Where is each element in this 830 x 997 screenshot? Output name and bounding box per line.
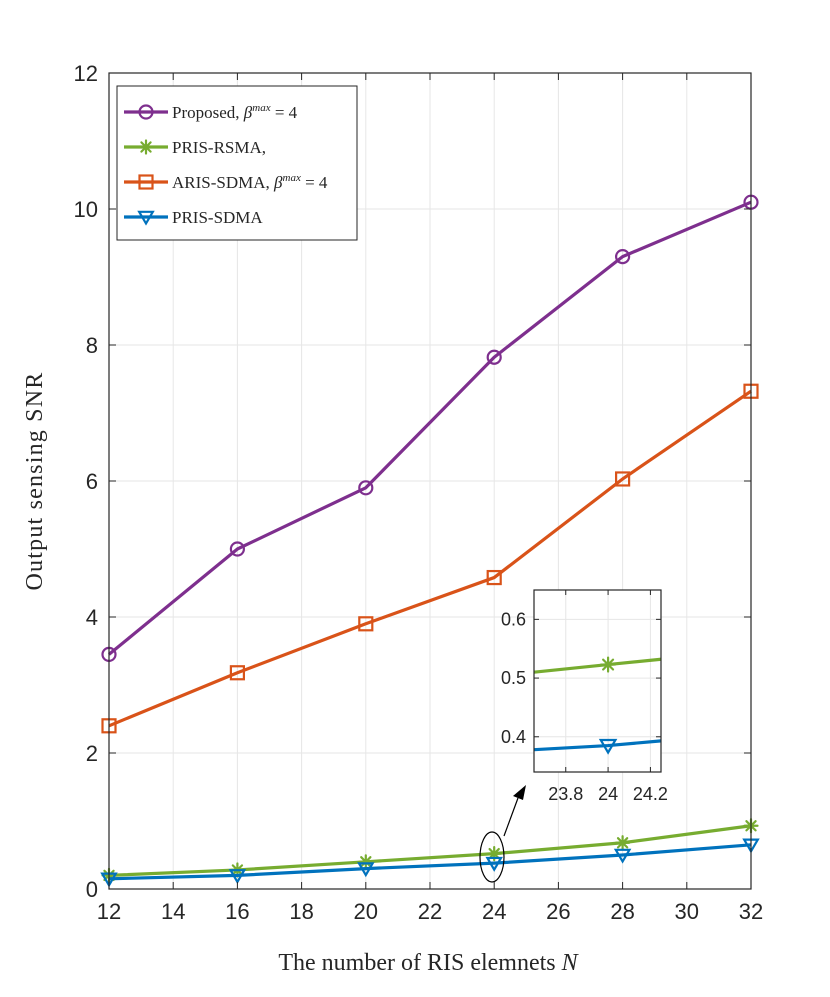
data-point: [614, 249, 631, 265]
x-tick-label: 18: [289, 899, 313, 924]
inset-grid: [534, 590, 661, 772]
y-tick-label: 6: [86, 469, 98, 494]
inset-x-tick-label: 23.8: [548, 784, 583, 804]
x-tick-label: 32: [739, 899, 763, 924]
legend-label: PRIS-RSMA,: [172, 138, 266, 157]
x-tick-label: 12: [97, 899, 121, 924]
legend-entry: ARIS-SDMA, βmax = 4: [124, 172, 328, 192]
data-point: [229, 541, 245, 557]
series-line: [108, 389, 752, 728]
x-tick-label: 22: [418, 899, 442, 924]
x-axis-label: The number of RIS elemnets N: [278, 950, 579, 976]
legend-marker: [138, 104, 154, 120]
y-tick-label: 8: [86, 333, 98, 358]
legend-entry: PRIS-RSMA,: [124, 138, 266, 157]
x-tick-label: 14: [161, 899, 185, 924]
inset-series-triangle-down: [533, 738, 662, 755]
x-tick-label: 20: [354, 899, 378, 924]
inset-frame: [533, 589, 662, 773]
inset-chart: 23.8 24 24.2 0.4 0.5 0.6: [501, 589, 668, 804]
inset-series-line: [533, 739, 662, 752]
y-tick-label: 12: [74, 61, 98, 86]
zoom-annotation: [479, 785, 526, 883]
data-point: [486, 846, 502, 862]
inset-data-point: [598, 738, 618, 755]
x-tick-label: 30: [675, 899, 699, 924]
legend-label: ARIS-SDMA, βmax = 4: [172, 172, 328, 192]
legend-entry: PRIS-SDMA: [124, 208, 263, 227]
data-point: [358, 854, 374, 870]
inset-y-tick-label: 0.5: [501, 668, 526, 688]
zoom-arrow-head: [513, 785, 526, 800]
legend-label: Proposed, βmax = 4: [172, 102, 298, 122]
data-point: [486, 349, 502, 365]
legend-marker: [137, 210, 155, 226]
inset-y-tick-label: 0.6: [501, 609, 526, 629]
legend-entry: Proposed, βmax = 4: [124, 102, 298, 122]
series-line: [107, 200, 752, 656]
series-line: [108, 843, 752, 881]
data-point: [615, 835, 631, 851]
y-axis-label: Output sensing SNR: [22, 372, 48, 591]
inset-data-point: [599, 656, 617, 673]
legend-marker: [138, 174, 154, 190]
data-point: [229, 665, 245, 681]
y-tick-label: 4: [86, 605, 98, 630]
inset-x-tick-label: 24: [598, 784, 618, 804]
legend-label: PRIS-SDMA: [172, 208, 263, 227]
inset-y-tick-label: 0.4: [501, 727, 526, 747]
y-tick-label: 10: [74, 197, 98, 222]
y-tick-label: 0: [86, 877, 98, 902]
data-point: [614, 471, 631, 487]
data-point: [358, 616, 374, 632]
data-point: [485, 856, 503, 872]
data-point: [357, 862, 375, 878]
data-point: [228, 869, 247, 885]
data-point: [613, 848, 632, 864]
data-point: [358, 480, 374, 496]
zoom-region-ellipse: [479, 831, 505, 883]
x-tick-label: 26: [546, 899, 570, 924]
x-tick-label: 28: [610, 899, 634, 924]
data-point: [486, 569, 502, 586]
inset-axis-ticks: 23.8 24 24.2 0.4 0.5 0.6: [501, 590, 668, 804]
series-line: [108, 824, 752, 877]
y-tick-label: 2: [86, 741, 98, 766]
zoom-arrow-line: [503, 797, 519, 837]
inset-series-group: [533, 656, 662, 755]
inset-series-star: [533, 656, 662, 674]
legend: Proposed, βmax = 4 PRIS-RSMA, ARIS-SDMA, β…: [116, 85, 358, 241]
legend-marker: [138, 139, 154, 155]
x-tick-label: 24: [482, 899, 506, 924]
inset-x-tick-label: 24.2: [633, 784, 668, 804]
x-tick-label: 16: [225, 899, 249, 924]
